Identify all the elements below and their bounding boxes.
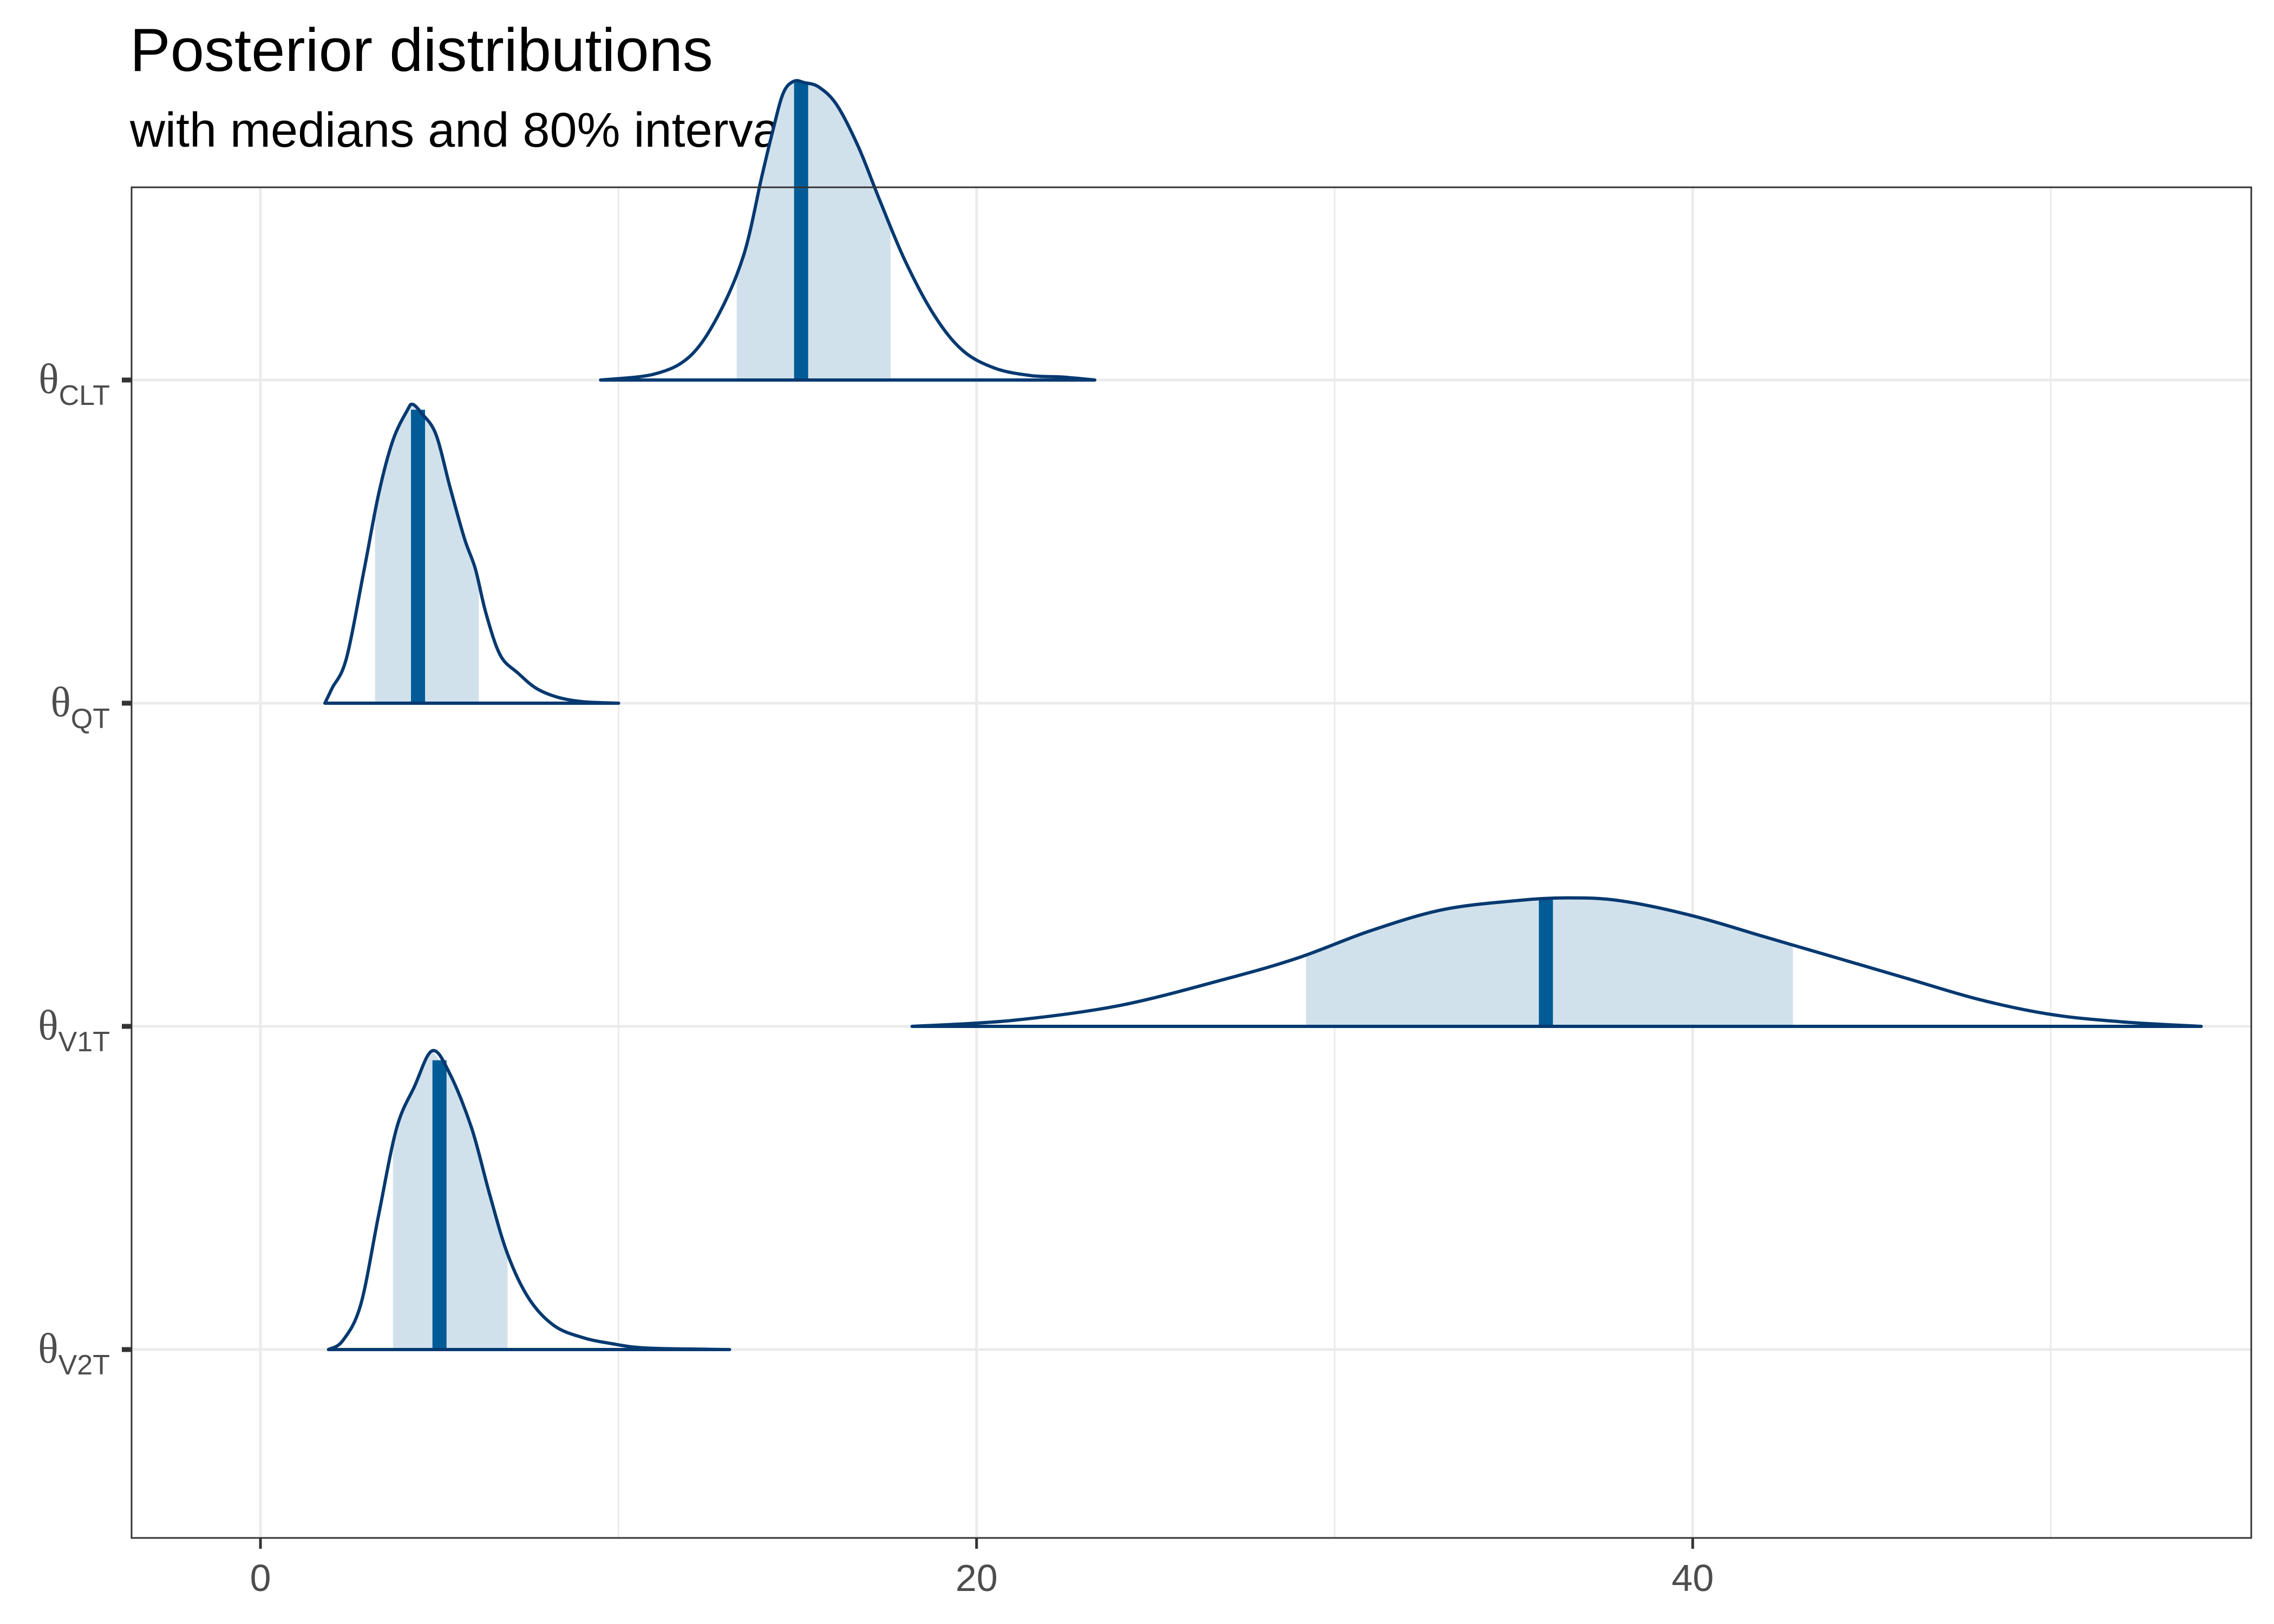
density-curve-qt <box>323 402 620 705</box>
y-axis: θCLT θQT θV1T θV2T <box>38 355 132 1381</box>
x-axis: 0 20 40 <box>250 1538 1714 1599</box>
x-tick-label: 0 <box>250 1557 271 1599</box>
x-tick-label: 40 <box>1671 1557 1714 1599</box>
ridge-clt <box>599 78 1096 382</box>
minor-gridlines <box>617 187 2052 1538</box>
chart-subtitle: with medians and 80% intervals <box>130 103 815 158</box>
ridge-qt <box>323 402 620 705</box>
density-curve-v1t <box>910 896 2203 1028</box>
ridge-v1t <box>910 896 2203 1028</box>
ridge-v2t <box>326 1049 731 1351</box>
y-tick-label-clt: θCLT <box>38 355 110 411</box>
x-tick-label: 20 <box>956 1557 998 1599</box>
panel-border <box>130 186 2252 1539</box>
density-curve-clt <box>599 78 1096 382</box>
interval-80-clt <box>736 81 891 381</box>
chart-title: Posterior distributions <box>130 16 713 84</box>
interval-80-v2t <box>393 1051 508 1350</box>
y-tick-label-v1t: θV1T <box>38 1001 110 1058</box>
y-tick-label-qt: θQT <box>50 678 110 735</box>
density-ridges <box>323 78 2203 1351</box>
density-curve-v2t <box>326 1049 731 1351</box>
y-tick-label-v2t: θV2T <box>38 1325 110 1381</box>
interval-80-qt <box>375 405 479 703</box>
